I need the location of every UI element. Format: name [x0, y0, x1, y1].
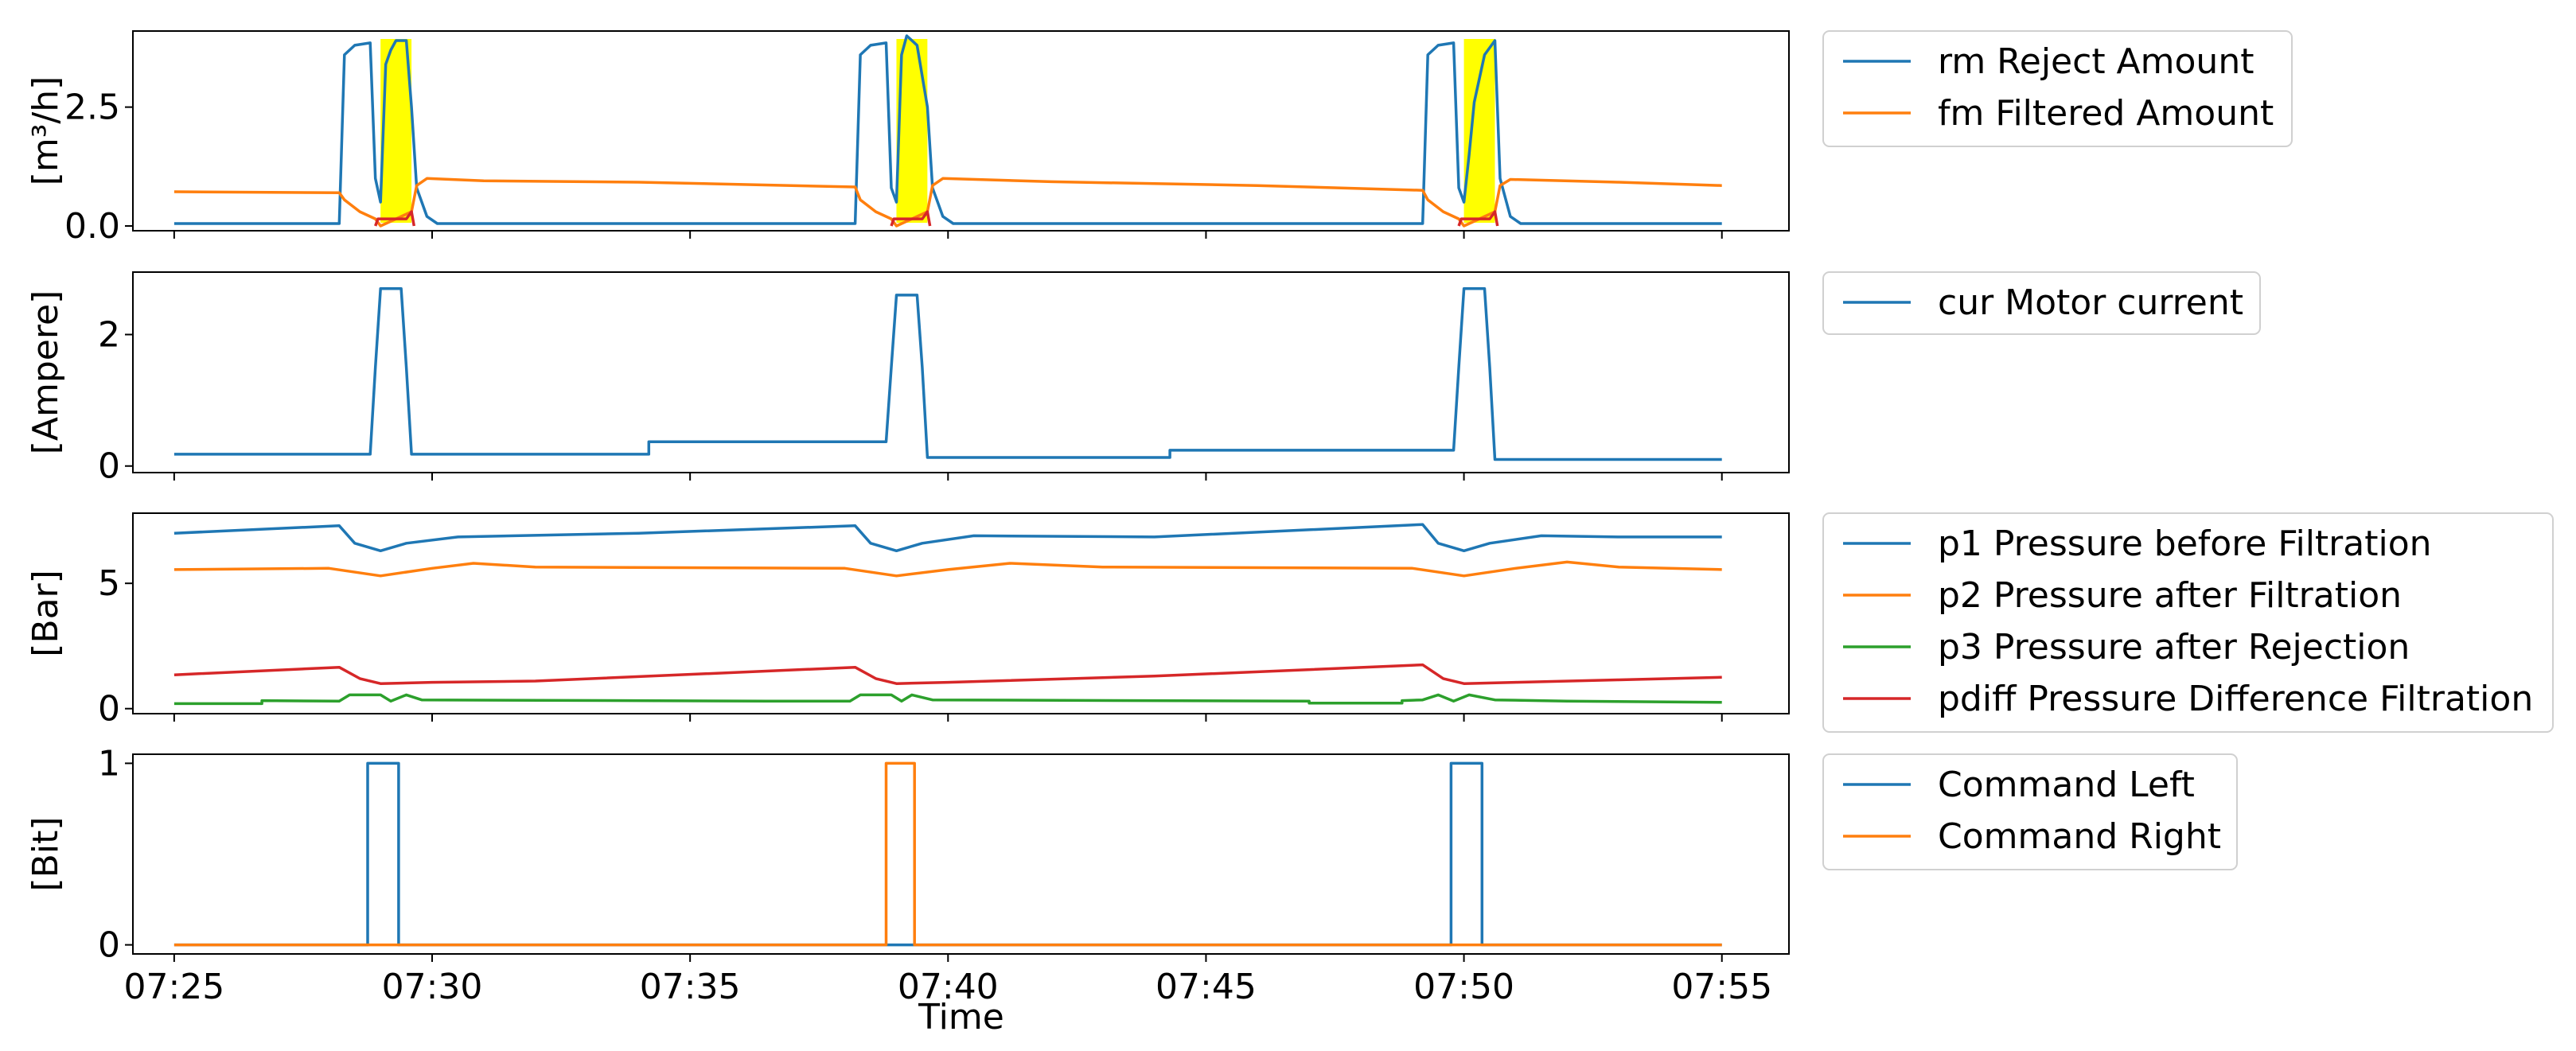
x-tick-label: 07:45: [1155, 967, 1257, 1007]
series-line-fm: [173, 177, 1722, 228]
legend-entry: p3 Pressure after Rejection: [1938, 627, 2410, 668]
series-line-p3: [173, 693, 1722, 706]
legend-frame: [1822, 30, 2293, 147]
series-line-p1: [173, 523, 1722, 553]
legend-entry: p2 Pressure after Filtration: [1938, 575, 2402, 616]
legend-entry: Command Right: [1938, 816, 2221, 857]
x-tick-label: 07:35: [640, 967, 741, 1007]
y-axis-label: [Ampere]: [25, 290, 66, 455]
series-line-rm: [173, 34, 1722, 225]
panel-3: 0 5 [Bar]: [25, 512, 1790, 730]
series-line-unnamed-2: [374, 210, 416, 227]
y-axis-label: [m³/h]: [25, 76, 66, 186]
legend-frame: [1822, 753, 2238, 870]
y-tick-label: 0: [98, 925, 120, 966]
x-tick-label: 07:30: [382, 967, 483, 1007]
series-line-unnamed-3: [890, 210, 932, 227]
series-line-pdiff: [173, 663, 1722, 685]
x-tick-label: 07:50: [1413, 967, 1514, 1007]
chart-panels: 0.0 2.5[m³/h] 0 2 [Ampere] 0 5 [Bar] 0 1 07:25 07:3…: [25, 30, 1790, 1007]
plot-frame: [132, 753, 1790, 955]
series-line-cur: [173, 286, 1722, 461]
plot-frame: [132, 271, 1790, 473]
y-tick-label: 0: [98, 446, 120, 487]
plot-frame: [132, 512, 1790, 714]
legend-frame: [1822, 271, 2261, 335]
x-axis-label: Time: [918, 997, 1004, 1037]
plot-frame: [132, 30, 1790, 232]
panel-2: 0 2 [Ampere]: [25, 271, 1790, 487]
legend-entry: Command Left: [1938, 765, 2195, 805]
legend-entry: fm Filtered Amount: [1938, 93, 2274, 134]
series-line-command: [173, 761, 1722, 947]
legend-panel-3: p1 Pressure before Filtration p2 Pressure…: [1822, 512, 2554, 733]
panel-4: 0 1 07:25 07:30 07:35 07:40 07:45 07:50 07:55 [Bi…: [25, 743, 1790, 1007]
y-tick-label: 2.5: [64, 88, 120, 128]
series-line-p2: [173, 560, 1722, 578]
legend-panel-1: rm Reject Amount fm Filtered Amount: [1822, 30, 2293, 147]
x-tick-label: 07:55: [1671, 967, 1772, 1007]
panel-1: 0.0 2.5[m³/h]: [25, 30, 1790, 247]
y-tick-label: 2: [98, 314, 120, 355]
highlight-span-3: [1463, 39, 1495, 223]
y-axis-label: [Bit]: [25, 817, 66, 892]
y-tick-label: 0.0: [64, 206, 120, 247]
y-tick-label: 0: [98, 689, 120, 730]
x-tick-label: 07:25: [123, 967, 224, 1007]
legend-frame: [1822, 512, 2554, 733]
legend-panel-4: Command Left Command Right: [1822, 753, 2238, 870]
legend-entry: cur Motor current: [1938, 282, 2243, 323]
legends: rm Reject Amount fm Filtered Amount cur Mo…: [1822, 30, 2554, 870]
x-tick-label: 07:40: [898, 967, 999, 1007]
y-tick-label: 5: [98, 563, 120, 604]
y-tick-label: 1: [98, 743, 120, 784]
legend-entry: rm Reject Amount: [1938, 41, 2254, 82]
y-axis-label: [Bar]: [25, 570, 66, 657]
legend-entry: pdiff Pressure Difference Filtration: [1938, 679, 2533, 719]
series-line-unnamed-4: [1457, 210, 1499, 227]
legend-entry: p1 Pressure before Filtration: [1938, 524, 2432, 564]
legend-panel-2: cur Motor current: [1822, 271, 2261, 335]
